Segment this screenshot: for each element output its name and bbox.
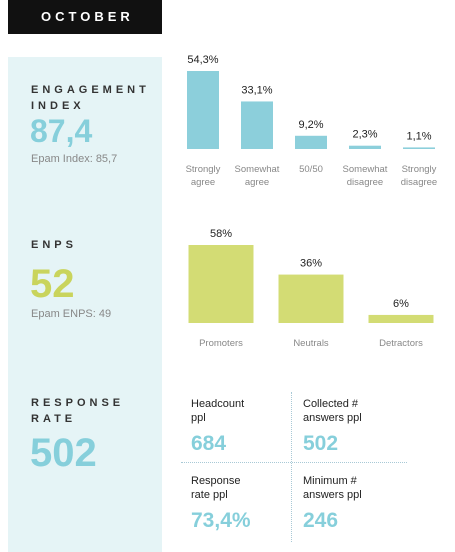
engagement-title: ENGAGEMENT INDEX [31, 84, 150, 112]
left-summary-panel [8, 57, 162, 552]
headcount-label: Headcount ppl [191, 398, 245, 424]
enps-bar-2 [368, 314, 434, 323]
enps-value-label-2: 6% [393, 298, 409, 310]
response-rate-label: Response rate ppl [191, 475, 241, 501]
grid-vertical-divider [291, 392, 292, 542]
enps-chart: 58% Promoters 36% Neutrals 6% Detractors [176, 218, 446, 358]
enps-value-label-0: 58% [210, 228, 232, 240]
grid-horizontal-divider [181, 462, 407, 463]
collected-answers-value: 502 [303, 432, 339, 455]
enps-value-label-1: 36% [300, 258, 322, 270]
engagement-value-label-3: 2,3% [352, 129, 377, 141]
enps-title: ENPS [31, 239, 77, 251]
enps-category-label-0: Promoters [199, 338, 243, 349]
engagement-category-label-4: Strongly disagree [401, 164, 437, 188]
month-header: OCTOBER [8, 0, 162, 34]
enps-benchmark: Epam ENPS: 49 [31, 308, 112, 320]
engagement-value-label-0: 54,3% [187, 54, 218, 66]
collected-answers-cell: Collected # answers ppl 502 [303, 397, 362, 456]
engagement-value-label-2: 9,2% [298, 119, 323, 131]
minimum-answers-label: Minimum # answers ppl [303, 475, 362, 501]
response-value: 502 [30, 431, 97, 475]
engagement-category-label-3: Somewhat disagree [343, 164, 388, 188]
engagement-bar-2 [295, 135, 327, 149]
engagement-benchmark: Epam Index: 85,7 [31, 153, 118, 165]
engagement-category-label-2: 50/50 [299, 164, 323, 175]
engagement-bar-0 [187, 71, 219, 149]
collected-answers-label: Collected # answers ppl [303, 398, 362, 424]
enps-value: 52 [30, 262, 75, 306]
minimum-answers-cell: Minimum # answers ppl 246 [303, 474, 362, 533]
engagement-chart: 54,3% Strongly agree 33,1% Somewhat agree 9,2%… [176, 48, 446, 198]
engagement-bar-3 [349, 145, 381, 149]
engagement-bar-4 [403, 147, 435, 149]
engagement-category-label-0: Strongly agree [186, 164, 221, 188]
engagement-value-label-4: 1,1% [406, 130, 431, 142]
minimum-answers-value: 246 [303, 509, 339, 532]
enps-category-label-2: Detractors [379, 338, 423, 349]
headcount-value: 684 [191, 432, 227, 455]
response-rate-cell: Response rate ppl 73,4% [191, 474, 251, 533]
engagement-value-label-1: 33,1% [241, 84, 272, 96]
engagement-category-label-1: Somewhat agree [235, 164, 280, 188]
response-title: RESPONSE RATE [31, 397, 125, 425]
headcount-cell: Headcount ppl 684 [191, 397, 244, 456]
engagement-bar-1 [241, 101, 273, 149]
engagement-value: 87,4 [30, 113, 93, 149]
enps-bar-1 [278, 274, 344, 323]
enps-bar-0 [188, 245, 254, 323]
enps-category-label-1: Neutrals [293, 338, 329, 349]
response-rate-value: 73,4% [191, 509, 251, 532]
